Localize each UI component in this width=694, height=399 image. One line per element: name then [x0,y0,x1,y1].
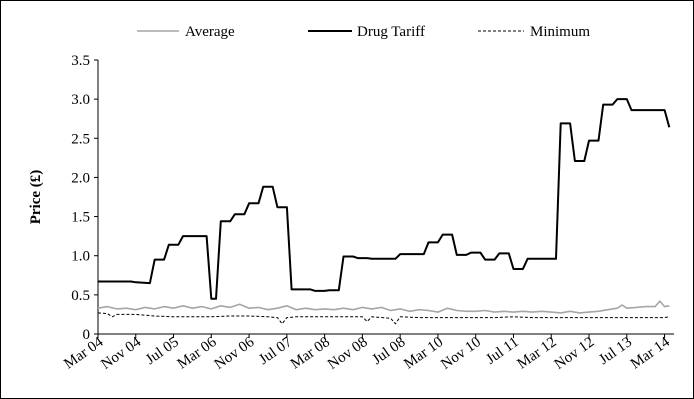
x-tick-label: Mar 10 [401,334,446,372]
x-tick-label: Mar 12 [515,334,560,372]
x-tick-label: Nov 04 [98,334,144,373]
x-tick-label: Nov 08 [325,334,371,373]
x-tick-label: Nov 10 [438,334,484,373]
legend-label-minimum: Minimum [530,24,590,40]
x-tick-label: Mar 14 [628,334,673,372]
series-line-drug-tariff [98,98,671,300]
x-tick-label: Nov 12 [552,334,598,373]
x-tick-label: Mar 06 [175,334,220,372]
y-tick-label: 2.5 [71,131,90,147]
y-tick-label: 0.5 [71,288,90,304]
y-tick-label: 0 [83,327,91,343]
y-tick-label: 1.0 [71,249,90,265]
series-line-average [97,300,670,314]
y-tick-label: 2.0 [71,170,90,186]
y-tick-label: 3.0 [71,92,90,108]
y-tick-label: 1.5 [71,210,90,226]
x-tick-label: Mar 08 [288,334,333,372]
y-tick-label: 3.5 [71,53,90,69]
legend-label-drug-tariff: Drug Tariff [357,24,425,40]
series-line-minimum [97,312,670,325]
x-tick-label: Nov 06 [212,334,258,373]
legend-label-average: Average [185,24,235,40]
y-axis-title: Price (£) [28,170,44,225]
